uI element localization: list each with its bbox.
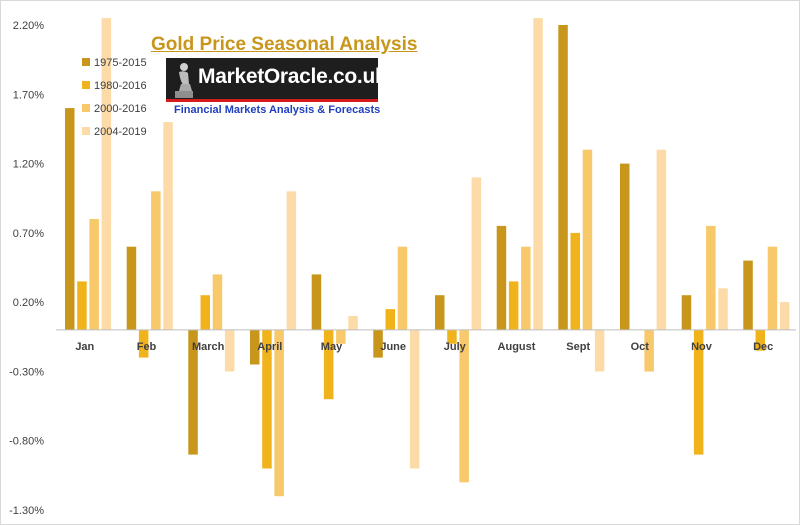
bar-feb-series-2	[138, 329, 149, 358]
bar-july-series-1	[435, 295, 445, 330]
bar-sept-series-3	[582, 149, 593, 330]
bar-feb-series-3	[151, 191, 161, 330]
bar-sept-series-4	[594, 329, 605, 372]
bar-nov-series-1	[681, 295, 692, 330]
bar-oct-series-3	[644, 329, 654, 372]
y-tick-label: -0.30%	[9, 366, 44, 378]
x-category-label: June	[380, 341, 406, 353]
bar-feb-series-4	[163, 122, 173, 330]
bar-june-series-4	[409, 329, 420, 469]
x-category-label: Sept	[566, 341, 590, 353]
bar-dec-series-3	[767, 246, 778, 330]
x-category-label: May	[321, 341, 343, 353]
bar-april-series-4	[286, 191, 297, 330]
bar-march-series-1	[188, 329, 198, 455]
logo-stripe	[166, 99, 378, 102]
bar-april-series-1	[250, 329, 260, 365]
y-tick-label: 1.20%	[13, 159, 44, 171]
bar-jan-series-4	[101, 18, 112, 330]
bars-group	[65, 18, 790, 497]
bar-march-series-4	[224, 329, 235, 372]
bar-nov-series-4	[718, 288, 728, 330]
bar-june-series-1	[373, 329, 383, 358]
legend-swatch	[82, 58, 90, 66]
bar-august-series-3	[521, 246, 531, 330]
legend-swatch	[82, 104, 90, 112]
legend-label: 1980-2016	[94, 80, 147, 92]
marketoracle-logo[interactable]: MarketOracle.co.uk	[166, 58, 378, 102]
y-axis-ticks: -1.30% -0.80% -0.30% 0.20% 0.70% 1.20% 1.70% 2.…	[9, 20, 44, 517]
legend-label: 2000-2016	[94, 103, 147, 115]
bar-nov-series-3	[706, 225, 716, 330]
bar-feb-series-1	[126, 246, 137, 330]
thinker-statue-icon	[175, 63, 193, 98]
legend-swatch	[82, 81, 90, 89]
y-tick-label: -1.30%	[9, 505, 44, 517]
bar-july-series-2	[447, 329, 457, 344]
bar-dec-series-4	[779, 302, 790, 330]
bar-may-series-3	[336, 329, 346, 344]
bar-april-series-3	[274, 329, 284, 497]
logo-text: MarketOracle.co.uk	[198, 65, 378, 88]
bar-jan-series-2	[77, 281, 87, 330]
legend-label: 2004-2019	[94, 126, 147, 138]
bar-jan-series-3	[89, 219, 99, 330]
x-category-label: Nov	[691, 341, 713, 353]
x-category-label: Feb	[137, 341, 157, 353]
bar-sept-series-2	[570, 232, 580, 330]
bar-sept-series-1	[558, 25, 568, 330]
y-tick-label: 0.70%	[13, 228, 44, 240]
bar-april-series-2	[262, 329, 272, 469]
bar-august-series-4	[533, 18, 543, 330]
legend-swatch	[82, 127, 90, 135]
y-tick-label: 0.20%	[13, 297, 44, 309]
bar-dec-series-2	[755, 329, 765, 351]
x-category-label: Oct	[631, 341, 650, 353]
x-category-label: March	[192, 341, 225, 353]
legend: 1975-2015 1980-2016 2000-2016 2004-2019	[82, 57, 147, 138]
y-tick-label: -0.80%	[9, 436, 44, 448]
chart-title: Gold Price Seasonal Analysis	[151, 34, 418, 55]
bar-may-series-2	[323, 329, 334, 400]
x-category-label: July	[444, 341, 467, 353]
bar-august-series-2	[508, 281, 519, 330]
bar-jan-series-1	[65, 108, 75, 330]
x-category-label: April	[257, 341, 282, 353]
legend-label: 1975-2015	[94, 57, 147, 69]
bar-august-series-1	[496, 225, 507, 330]
bar-june-series-2	[385, 309, 395, 330]
x-axis-labels: Jan Feb March April May June July August Sept Oct…	[75, 341, 773, 353]
bar-oct-series-4	[656, 149, 667, 330]
bar-june-series-3	[397, 246, 408, 330]
bar-may-series-1	[311, 274, 322, 330]
y-tick-label: 1.70%	[13, 89, 44, 101]
bar-march-series-2	[200, 295, 210, 330]
bar-july-series-4	[471, 177, 482, 330]
bar-nov-series-2	[693, 329, 704, 455]
x-category-label: August	[498, 341, 536, 353]
x-category-label: Dec	[753, 341, 773, 353]
bar-may-series-4	[348, 316, 358, 330]
bar-july-series-3	[459, 329, 469, 483]
bar-dec-series-1	[743, 260, 753, 330]
bar-oct-series-1	[620, 163, 630, 330]
logo-tagline: Financial Markets Analysis & Forecasts	[174, 104, 381, 116]
bar-march-series-3	[212, 274, 223, 330]
y-tick-label: 2.20%	[13, 20, 44, 32]
x-category-label: Jan	[75, 341, 94, 353]
